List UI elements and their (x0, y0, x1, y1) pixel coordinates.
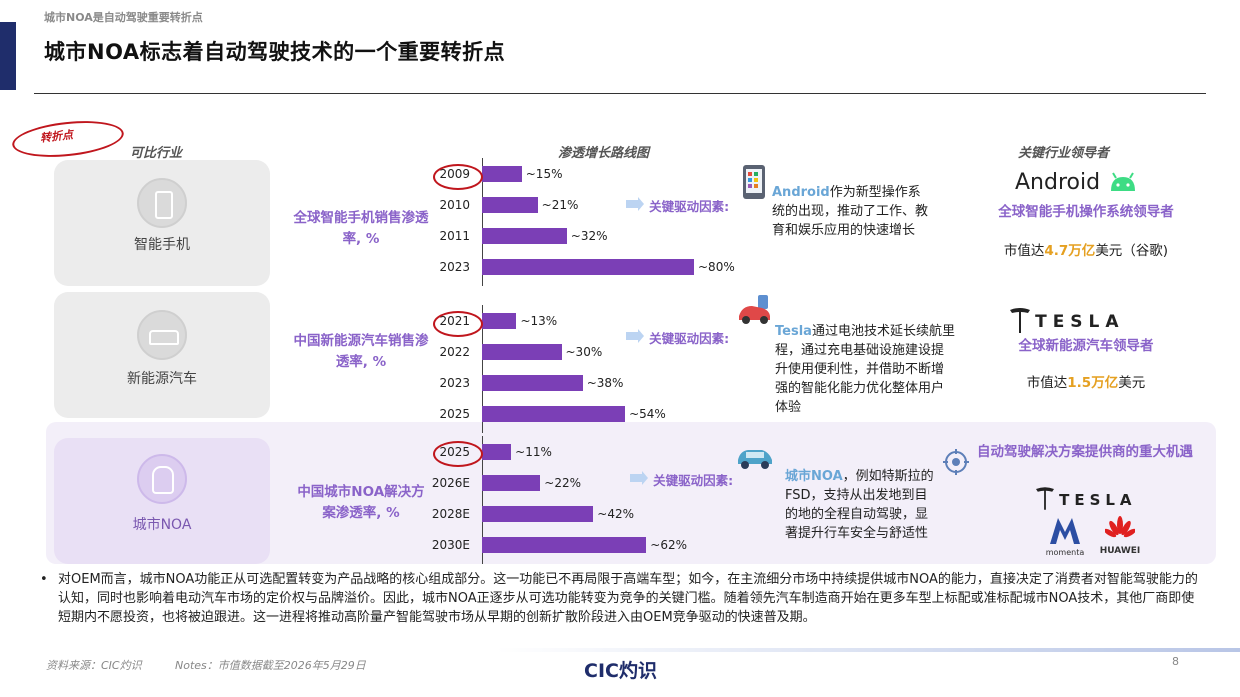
bar-year-label: 2026E (431, 476, 470, 490)
bar-year-label: 2023 (439, 376, 470, 390)
summary-bullet: • 对OEM而言，城市NOA功能正从可选配置转变为产品战略的核心组成部分。这一功… (40, 570, 1204, 627)
bar-value-label: ~11% (515, 445, 552, 459)
market-cap-nev: 市值达1.5万亿美元 (1026, 375, 1146, 391)
arrow-icon (626, 197, 644, 211)
bar-value-label: ~80% (698, 260, 735, 274)
android-robot-icon (1111, 172, 1136, 191)
section-tag: 城市NOA是自动驾驶重要转折点 (44, 11, 203, 24)
arrow-icon (630, 471, 648, 485)
nev-card: 新能源汽车 (54, 292, 270, 418)
metric-nev: 中国新能源汽车销售渗透率, % (293, 333, 429, 370)
leader-sub-nev: 全球新能源汽车领导者 (1018, 338, 1154, 354)
column-header-comparable: 可比行业 (130, 146, 183, 161)
huawei-petal-icon (1103, 516, 1137, 538)
highlight-oval-2025 (433, 441, 483, 467)
chart-axis (482, 305, 483, 433)
bar (482, 259, 694, 275)
bar-year-label: 2025 (439, 407, 470, 421)
driver-desc-nev: Tesla通过电池技术延长续航里程，通过充电基础设施建设提升使用便利性，并借助不… (775, 324, 955, 415)
bullet-dot: • (40, 572, 48, 587)
android-logo: Android (1015, 170, 1137, 195)
driver-desc-noa: 城市NOA，例如特斯拉的FSD，支持从出发地到目的地的全程自动驾驶，显著提升行车… (785, 469, 934, 541)
bar-value-label: ~15% (525, 167, 563, 181)
source-note: 资料来源：CIC灼识 (46, 659, 142, 672)
bar (482, 475, 541, 491)
momenta-logo: momenta (1040, 518, 1090, 557)
bar (482, 344, 562, 360)
huawei-logo: HUAWEI (1096, 516, 1144, 556)
tesla-logo: TESLA (1010, 307, 1125, 333)
accent-bar (0, 22, 16, 90)
phone-apps-icon (743, 165, 765, 199)
bar (482, 228, 567, 244)
summary-text: 对OEM而言，城市NOA功能正从可选配置转变为产品战略的核心组成部分。这一功能已… (58, 572, 1198, 625)
title-divider (34, 93, 1206, 94)
bar-value-label: ~38% (586, 376, 624, 390)
tesla-t-icon (1036, 487, 1054, 510)
driver-label: 关键驱动因素: (649, 331, 730, 346)
bar (482, 406, 626, 422)
smartphone-icon (137, 178, 187, 228)
page-number: 8 (1172, 655, 1179, 668)
highlight-oval-2021 (433, 311, 483, 337)
target-icon (943, 449, 969, 475)
bar-year-label: 2022 (439, 345, 470, 359)
bar (482, 375, 583, 391)
smartphone-card: 智能手机 (54, 160, 270, 286)
bar-value-label: ~22% (544, 476, 582, 490)
metric-noa: 中国城市NOA解决方案渗透率, % (297, 484, 425, 521)
bar-year-label: 2023 (439, 260, 470, 274)
driver-row-nev: 关键驱动因素: (626, 328, 729, 347)
autonomous-car-icon (738, 450, 772, 469)
tesla-t-icon (1010, 308, 1030, 333)
market-cap-smartphone: 市值达4.7万亿美元（谷歌) (1003, 243, 1169, 259)
driver-desc-smartphone: Android作为新型操作系统的出现，推动了工作、教育和娱乐应用的快速增长 (772, 185, 929, 238)
bar (482, 444, 512, 460)
bar (482, 197, 538, 213)
driver-label: 关键驱动因素: (649, 199, 730, 214)
metric-smartphone: 全球智能手机销售渗透率, % (293, 210, 429, 247)
driver-label: 关键驱动因素: (653, 473, 734, 488)
row-label-smartphone: 智能手机 (134, 237, 190, 253)
bar (482, 537, 647, 553)
bar-value-label: ~32% (570, 229, 608, 243)
bar-value-label: ~13% (520, 314, 558, 328)
footer-gradient-line (0, 648, 1240, 652)
leader-sub-smartphone: 全球智能手机操作系统领导者 (998, 204, 1174, 220)
bar-year-label: 2030E (431, 538, 470, 552)
chart-axis (482, 436, 483, 564)
highlight-oval-2009 (433, 164, 483, 190)
column-header-growth: 渗透增长路线图 (558, 146, 650, 161)
bar-value-label: ~54% (629, 407, 666, 421)
column-header-leaders: 关键行业领导者 (1018, 146, 1110, 161)
ai-head-icon (137, 454, 187, 504)
row-label-nev: 新能源汽车 (127, 371, 197, 387)
noa-card: 城市NOA (54, 438, 270, 564)
ev-charging-icon (739, 295, 770, 324)
car-icon (137, 310, 187, 360)
bar (482, 313, 517, 329)
chart-axis (482, 158, 483, 286)
brand-logo: CIC灼识 (584, 660, 657, 682)
momenta-m-icon (1050, 518, 1080, 544)
bar-year-label: 2028E (431, 507, 470, 521)
bar-value-label: ~62% (650, 538, 688, 552)
bar-value-label: ~21% (541, 198, 579, 212)
bar-value-label: ~30% (565, 345, 603, 359)
notes-text: Notes：市值数据截至2026年5月29日 (175, 659, 366, 672)
leader-title-noa: 自动驾驶解决方案提供商的重大机遇 (977, 444, 1193, 460)
bar-value-label: ~42% (597, 507, 635, 521)
driver-row-noa: 关键驱动因素: (630, 470, 733, 489)
bar-year-label: 2011 (439, 229, 470, 243)
slide-title: 城市NOA标志着自动驾驶技术的一个重要转折点 (44, 40, 506, 64)
driver-row-smartphone: 关键驱动因素: (626, 196, 729, 215)
bar (482, 506, 594, 522)
tesla-logo-noa: TESLA (1036, 486, 1137, 510)
turning-point-label: 转折点 (39, 128, 74, 145)
bar-year-label: 2010 (439, 198, 470, 212)
row-label-noa: 城市NOA (132, 517, 192, 533)
arrow-icon (626, 329, 644, 343)
bar (482, 166, 522, 182)
